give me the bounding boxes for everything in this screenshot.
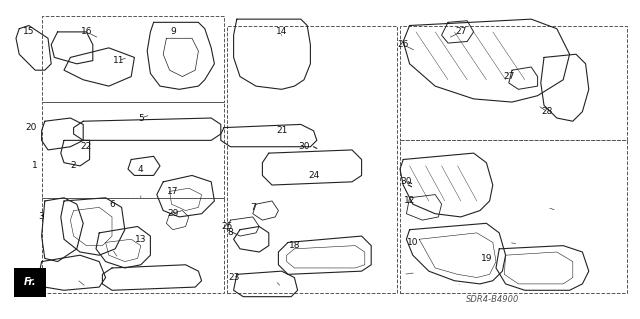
Text: 27: 27 (503, 72, 515, 81)
Text: 16: 16 (81, 27, 92, 36)
Text: 17: 17 (167, 187, 179, 196)
Text: Fr.: Fr. (24, 277, 36, 287)
Text: 12: 12 (404, 197, 415, 205)
Text: SDR4-B4900: SDR4-B4900 (466, 295, 520, 304)
Text: 7: 7 (250, 203, 255, 212)
Text: 30: 30 (401, 177, 412, 186)
Text: 6: 6 (109, 200, 115, 209)
Text: 4: 4 (138, 165, 143, 174)
Text: 5: 5 (138, 114, 143, 122)
Text: 28: 28 (541, 107, 553, 116)
Text: 29: 29 (167, 209, 179, 218)
Text: 26: 26 (397, 40, 409, 49)
Text: 23: 23 (228, 273, 239, 282)
Text: 21: 21 (276, 126, 287, 135)
Text: 2: 2 (71, 161, 76, 170)
Text: 10: 10 (407, 238, 419, 247)
Text: 15: 15 (23, 27, 35, 36)
Text: 8: 8 (228, 228, 233, 237)
Text: 24: 24 (308, 171, 319, 180)
Text: 25: 25 (221, 222, 233, 231)
Text: 18: 18 (289, 241, 300, 250)
Text: 11: 11 (113, 56, 124, 65)
Text: 14: 14 (276, 27, 287, 36)
Text: 27: 27 (455, 27, 467, 36)
Text: 30: 30 (298, 142, 310, 151)
Text: 19: 19 (481, 254, 492, 263)
Text: 20: 20 (25, 123, 36, 132)
Text: 22: 22 (81, 142, 92, 151)
Text: 3: 3 (39, 212, 44, 221)
Text: 9: 9 (170, 27, 175, 36)
Text: 1: 1 (33, 161, 38, 170)
Text: 13: 13 (135, 235, 147, 244)
